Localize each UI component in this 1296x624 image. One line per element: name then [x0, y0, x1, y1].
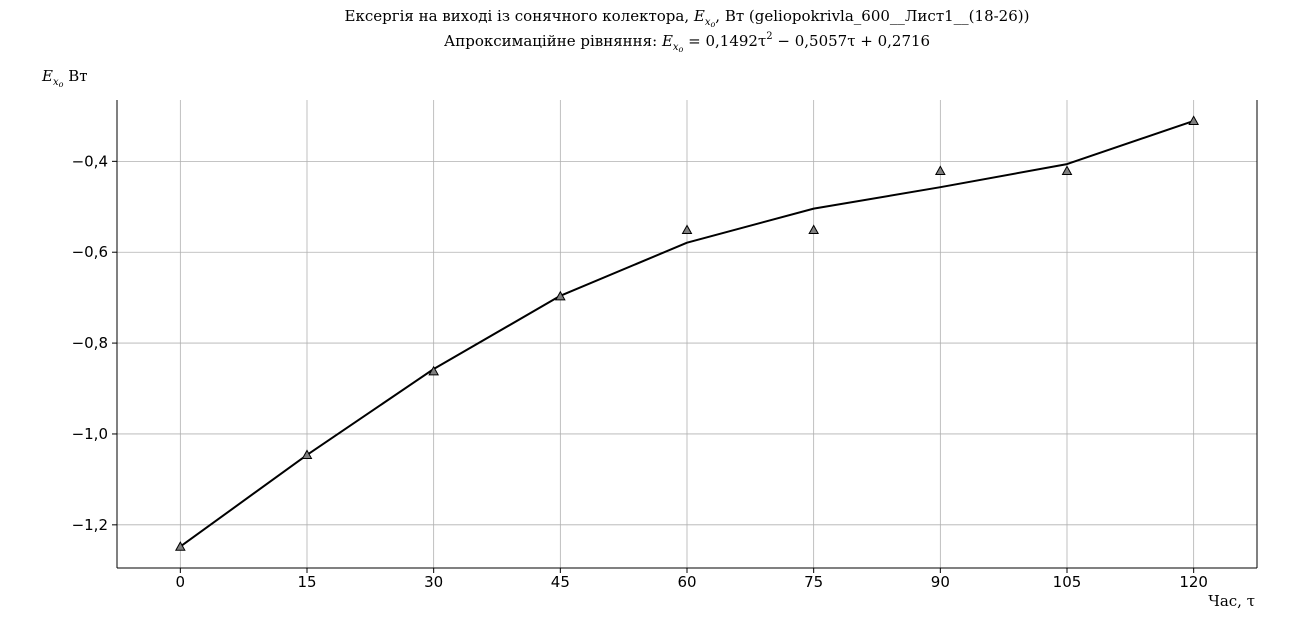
data-point-marker	[681, 224, 693, 235]
y-tick-label: −0,8	[72, 334, 108, 352]
x-tick-label: 75	[804, 573, 823, 591]
x-tick-label: 105	[1053, 573, 1082, 591]
data-point-marker	[174, 541, 186, 551]
x-tick-label: 30	[424, 573, 443, 591]
x-tick-label: 45	[551, 573, 570, 591]
series-line	[179, 119, 1195, 548]
x-tick-label: 120	[1179, 573, 1208, 591]
data-point-marker	[428, 365, 440, 376]
data-point-marker	[934, 165, 946, 175]
y-tick-label: −1,2	[72, 516, 108, 534]
series	[174, 115, 1200, 551]
chart-subtitle: Апроксимаційне рівняння: Exo = 0,1492τ2 …	[444, 31, 930, 54]
y-tick-label: −0,4	[72, 152, 108, 170]
y-axis-label: Exo Вт	[41, 67, 88, 89]
x-tick-label: 15	[297, 573, 316, 591]
y-tick-label: −0,6	[72, 243, 108, 261]
chart-title: Ексергія на виході із сонячного колектор…	[345, 7, 1030, 29]
data-point-marker	[1188, 115, 1200, 126]
data-point-marker	[808, 224, 820, 235]
x-tick-label: 60	[677, 573, 696, 591]
y-tick-label: −1,0	[72, 425, 108, 443]
x-tick-label: 90	[931, 573, 950, 591]
x-axis-label: Час, τ	[1208, 592, 1255, 610]
data-point-marker	[554, 290, 566, 301]
data-point-marker	[1061, 165, 1073, 175]
grid	[117, 100, 1257, 568]
x-tick-label: 0	[176, 573, 186, 591]
ticks: 0 15 30 45 60 75 90 105 120 −1,2 −1,0 −0,8 −0,6 −0,4	[72, 152, 1208, 591]
data-point-marker	[301, 449, 313, 459]
